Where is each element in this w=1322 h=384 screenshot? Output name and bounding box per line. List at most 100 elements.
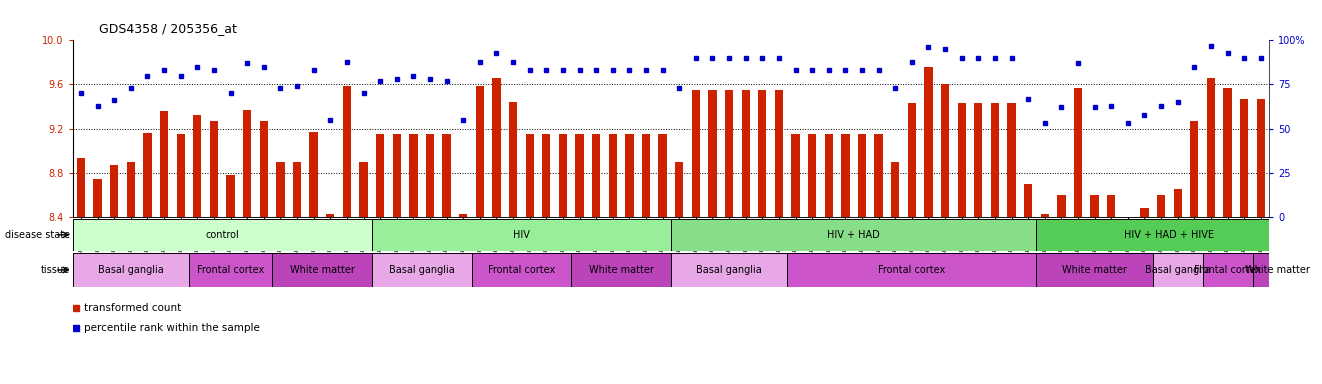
- Bar: [375, 134, 385, 217]
- Bar: [371, 219, 670, 251]
- Bar: [243, 110, 251, 217]
- Bar: [974, 103, 982, 217]
- Bar: [1040, 214, 1048, 217]
- Bar: [1124, 217, 1132, 239]
- Bar: [874, 134, 883, 217]
- Bar: [1190, 121, 1199, 217]
- Bar: [1025, 184, 1032, 217]
- Bar: [908, 103, 916, 217]
- Bar: [670, 219, 1036, 251]
- Bar: [426, 134, 434, 217]
- Bar: [1036, 253, 1153, 287]
- Bar: [742, 90, 750, 217]
- Bar: [924, 67, 932, 217]
- Bar: [509, 102, 517, 217]
- Bar: [1207, 78, 1215, 217]
- Bar: [226, 175, 235, 217]
- Bar: [858, 134, 866, 217]
- Text: Frontal cortex: Frontal cortex: [878, 265, 945, 275]
- Bar: [571, 253, 670, 287]
- Bar: [709, 90, 717, 217]
- Bar: [808, 134, 816, 217]
- Bar: [608, 134, 617, 217]
- Bar: [1252, 253, 1302, 287]
- Bar: [443, 134, 451, 217]
- Bar: [787, 253, 1036, 287]
- Text: Basal ganglia: Basal ganglia: [1145, 265, 1211, 275]
- Bar: [360, 162, 368, 217]
- Text: Frontal cortex: Frontal cortex: [1194, 265, 1261, 275]
- Text: Basal ganglia: Basal ganglia: [389, 265, 455, 275]
- Bar: [1203, 253, 1252, 287]
- Bar: [575, 134, 584, 217]
- Text: tissue: tissue: [41, 265, 70, 275]
- Text: White matter: White matter: [588, 265, 653, 275]
- Bar: [592, 134, 600, 217]
- Bar: [177, 134, 185, 217]
- Bar: [327, 214, 334, 217]
- Bar: [259, 121, 268, 217]
- Bar: [1091, 195, 1099, 217]
- Text: HIV + HAD + HIVE: HIV + HAD + HIVE: [1125, 230, 1215, 240]
- Bar: [143, 133, 152, 217]
- Text: HIV + HAD: HIV + HAD: [828, 230, 880, 240]
- Bar: [1157, 195, 1165, 217]
- Bar: [459, 214, 468, 217]
- Text: disease state: disease state: [5, 230, 70, 240]
- Bar: [792, 134, 800, 217]
- Bar: [941, 84, 949, 217]
- Bar: [1058, 195, 1066, 217]
- Bar: [189, 253, 272, 287]
- Bar: [1007, 103, 1015, 217]
- Bar: [210, 121, 218, 217]
- Bar: [625, 134, 633, 217]
- Bar: [990, 103, 999, 217]
- Bar: [1153, 253, 1203, 287]
- Bar: [1257, 99, 1265, 217]
- Text: Basal ganglia: Basal ganglia: [697, 265, 761, 275]
- Bar: [841, 134, 850, 217]
- Bar: [670, 253, 787, 287]
- Bar: [1036, 219, 1302, 251]
- Bar: [1073, 88, 1083, 217]
- Bar: [642, 134, 650, 217]
- Bar: [1107, 195, 1116, 217]
- Text: White matter: White matter: [1245, 265, 1310, 275]
- Bar: [492, 78, 501, 217]
- Bar: [957, 103, 966, 217]
- Bar: [73, 219, 371, 251]
- Bar: [110, 165, 119, 217]
- Bar: [393, 134, 401, 217]
- Bar: [758, 90, 767, 217]
- Bar: [542, 134, 550, 217]
- Bar: [724, 90, 734, 217]
- Bar: [476, 86, 484, 217]
- Text: White matter: White matter: [290, 265, 354, 275]
- Text: Basal ganglia: Basal ganglia: [98, 265, 164, 275]
- Bar: [272, 253, 371, 287]
- Bar: [775, 90, 783, 217]
- Bar: [73, 253, 189, 287]
- Bar: [658, 134, 666, 217]
- Bar: [410, 134, 418, 217]
- Text: transformed count: transformed count: [85, 303, 181, 313]
- Bar: [276, 162, 284, 217]
- Bar: [94, 179, 102, 217]
- Text: Frontal cortex: Frontal cortex: [197, 265, 264, 275]
- Bar: [691, 90, 699, 217]
- Bar: [160, 111, 168, 217]
- Bar: [472, 253, 571, 287]
- Text: GDS4358 / 205356_at: GDS4358 / 205356_at: [99, 22, 237, 35]
- Text: percentile rank within the sample: percentile rank within the sample: [85, 323, 260, 333]
- Bar: [891, 162, 899, 217]
- Bar: [559, 134, 567, 217]
- Bar: [825, 134, 833, 217]
- Bar: [1223, 88, 1232, 217]
- Bar: [1174, 189, 1182, 217]
- Bar: [1141, 208, 1149, 217]
- Bar: [193, 115, 201, 217]
- Text: HIV: HIV: [513, 230, 530, 240]
- Bar: [127, 162, 135, 217]
- Bar: [371, 253, 472, 287]
- Bar: [309, 132, 317, 217]
